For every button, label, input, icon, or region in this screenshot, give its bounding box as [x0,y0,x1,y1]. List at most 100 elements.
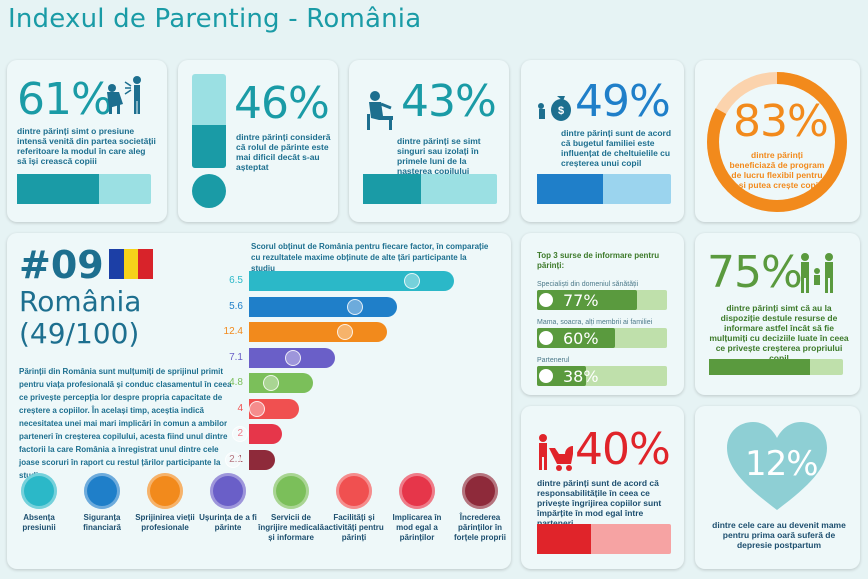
source-bar-track: 38% [537,366,667,386]
source-label: Partenerul [537,357,570,364]
flag-stripe-red [138,249,154,279]
stat-value: 83% [733,96,829,147]
money-bag-icon: $ [538,96,571,121]
stat-value: 61% [17,74,113,125]
factor-icon [21,473,57,509]
bar-value-label: 4.8 [229,377,243,388]
progress-bar-track [709,359,843,375]
exclamation-icon [192,74,226,208]
bar-value-label: 12.4 [223,326,243,337]
svg-text:$: $ [558,105,564,117]
factor-bar-icon [249,400,265,417]
factor-icon [399,473,435,509]
stat-text: dintre părinți sunt de acord că bugetul … [561,128,672,168]
heart-icon [727,422,827,510]
factor-bar-icon [285,349,301,366]
source-value: 60% [563,329,599,348]
factor-label: Implicarea în mod egal a părinților [392,513,442,542]
stat-text: dintre cele care au devenit mame pentru … [712,520,846,550]
person-icon [539,293,553,307]
factor-bar-icon [263,375,279,391]
stressed-parent-icon [107,76,141,114]
stat-text: dintre părinți beneficiază de program de… [729,150,825,190]
source-value: 77% [563,291,599,310]
progress-bar-track [363,174,497,204]
stat-card-46: 46% dintre părinți consideră că rolul de… [178,60,338,222]
factor-bar [249,449,275,470]
stat-card-75: 75% dintre părinți simt că au la dispozi… [695,233,860,395]
ring-gauge-fill [707,72,847,212]
page-title: Indexul de Parenting - România [8,4,422,34]
stat-card-12: 12% dintre cele care au devenit mame pen… [695,406,860,569]
flag-stripe-blue [109,249,124,279]
stat-value: 12% [745,444,819,484]
stat-value: 75% [707,247,803,298]
factor-bar-icon [347,298,363,315]
factor-icon [336,473,372,509]
source-value: 38% [563,367,599,386]
factor-icon [147,473,183,509]
exclamation-dot [192,174,226,208]
exclamation-bar [192,74,226,168]
stat-text: dintre părinți simt că au la dispoziție … [709,303,849,363]
stat-text: dintre părinți sunt de acord că responsa… [537,478,662,528]
bar-value-label: 7.1 [229,351,243,363]
exclamation-fill [192,124,226,168]
factor-bar [249,271,454,291]
romania-flag-icon [109,249,154,279]
factor-icon [84,473,120,509]
progress-bar-track [17,174,151,204]
stat-value: 49% [575,76,671,127]
progress-bar-fill [709,359,810,375]
factor-label: Încrederea părinților în forțele proprii [453,513,506,542]
stat-value: 43% [401,76,497,127]
source-label: Mama, soacra, alți membrii ai familiei [537,319,653,326]
ring-gauge [707,72,847,212]
bar-value-label: 4 [237,402,243,414]
stat-card-83: 83% dintre părinți beneficiază de progra… [695,60,860,222]
stat-value: 46% [234,78,330,129]
factor-bar-icon [225,451,241,468]
rank-number: #09 [19,243,104,287]
factor-label: Ușurința de a fi părinte [199,513,257,532]
progress-bar-track [537,174,671,204]
stat-card-61: 61% dintre părinți simt o presiune inten… [7,60,167,222]
person-icon [539,331,553,345]
factor-bar [249,322,387,342]
source-label: Specialiști din domeniul sănătății [537,281,639,288]
sources-card: Top 3 surse de informare pentru părinți:… [521,233,684,395]
factor-icon [210,473,246,509]
source-bar-track: 77% [537,290,667,310]
progress-bar-fill [537,174,603,204]
stat-card-43: 43% dintre părinți se simt singuri sau i… [349,60,509,222]
stat-text: dintre părinți se simt singuri sau izola… [397,136,481,176]
flag-stripe-yellow [123,249,139,279]
factor-bar [249,424,282,444]
factor-label: Servicii de îngrijire medicală și inform… [258,513,324,542]
factor-bar-icon [232,426,248,442]
factor-label: Facilități și activități pentru părinți [324,513,384,542]
parent-stroller-icon [539,434,573,471]
country-score: (49/100) [19,317,140,350]
lonely-person-icon [367,91,393,130]
stat-value: 40% [575,424,671,475]
source-bar-track: 60% [537,328,667,348]
factor-label: Absența presiunii [22,513,56,532]
factor-icon [462,473,498,509]
stat-card-49: $ 49% dintre părinți sunt de acord că bu… [521,60,684,222]
bar-value-label: 5.6 [229,300,243,312]
source-bar-fill [537,290,638,310]
stat-card-40: 40% dintre părinți sunt de acord că resp… [521,406,684,569]
factor-bar-icon [404,273,420,289]
chart-title: Scorul obținut de România pentru fiecare… [251,242,489,273]
person-icon [539,369,553,383]
factor-icon [273,473,309,509]
bar-value-label: 6.5 [229,275,243,286]
country-name: România [19,285,142,318]
factor-label: Siguranța financiară [83,513,121,532]
sources-title: Top 3 surse de informare pentru părinți: [537,251,660,270]
factor-icon-row: Absența presiunii Siguranța financiară Spr… [7,233,511,569]
progress-bar-fill [363,174,421,204]
progress-bar-fill [17,174,99,204]
factor-label: Sprijinirea vieții profesionale [135,513,195,532]
